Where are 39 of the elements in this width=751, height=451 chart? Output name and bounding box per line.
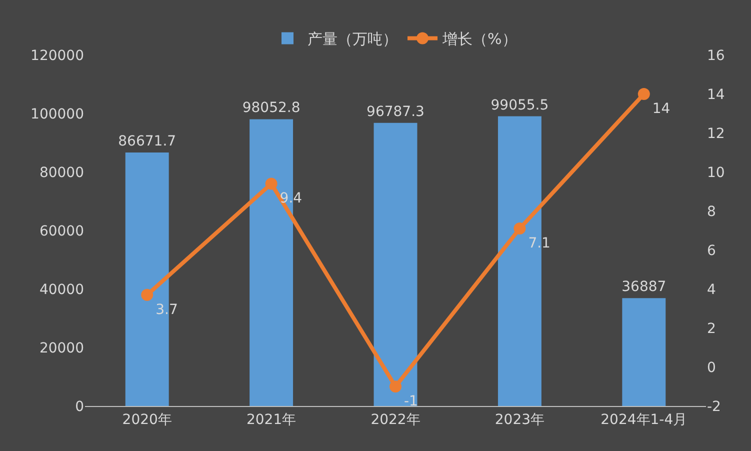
- x-tick-label: 2023年: [494, 412, 545, 428]
- data-label: 36887: [622, 279, 666, 296]
- y2-tick-label: -2: [707, 398, 721, 415]
- data-label: -1: [404, 394, 418, 410]
- x-tick-label: 2020年: [122, 412, 172, 428]
- point: [390, 380, 402, 392]
- x-tick-label: 2021年: [246, 412, 296, 428]
- legend-label: 产量（万吨）: [308, 30, 398, 48]
- data-label: 98052.8: [242, 100, 300, 116]
- y-tick-label: 100000: [30, 106, 84, 122]
- x-tick-label: 2024年1-4月: [600, 412, 688, 428]
- y-tick-label: 0: [75, 398, 84, 415]
- y2-tick-label: 10: [707, 164, 725, 181]
- y2-tick-label: 4: [707, 282, 716, 298]
- y-tick-label: 20000: [39, 340, 84, 356]
- y2-tick-label: 16: [707, 48, 725, 64]
- legend-label: 增长（%）: [442, 30, 517, 48]
- y2-tick-label: 6: [707, 242, 716, 259]
- point: [638, 88, 650, 100]
- y2-tick-label: 8: [707, 204, 716, 220]
- y2-tick-label: 2: [707, 320, 716, 337]
- bar: [622, 298, 666, 406]
- x-tick-label: 2022年: [370, 412, 420, 428]
- data-label: 9.4: [280, 190, 302, 207]
- bar: [374, 122, 418, 406]
- point: [265, 178, 278, 190]
- data-label: 86671.7: [118, 133, 176, 150]
- y-tick-label: 80000: [39, 164, 84, 181]
- y2-tick-label: 12: [707, 126, 725, 142]
- y-tick-label: 60000: [39, 223, 84, 240]
- y-tick-label: 40000: [39, 282, 84, 298]
- data-label: 14: [652, 101, 670, 117]
- y2-tick-label: 0: [707, 360, 716, 376]
- y2-tick-label: 14: [707, 86, 725, 103]
- data-label: 96787.3: [366, 104, 424, 120]
- point: [514, 222, 526, 235]
- point: [141, 288, 154, 301]
- y-tick-label: 120000: [30, 48, 84, 64]
- data-label: 99055.5: [490, 97, 549, 114]
